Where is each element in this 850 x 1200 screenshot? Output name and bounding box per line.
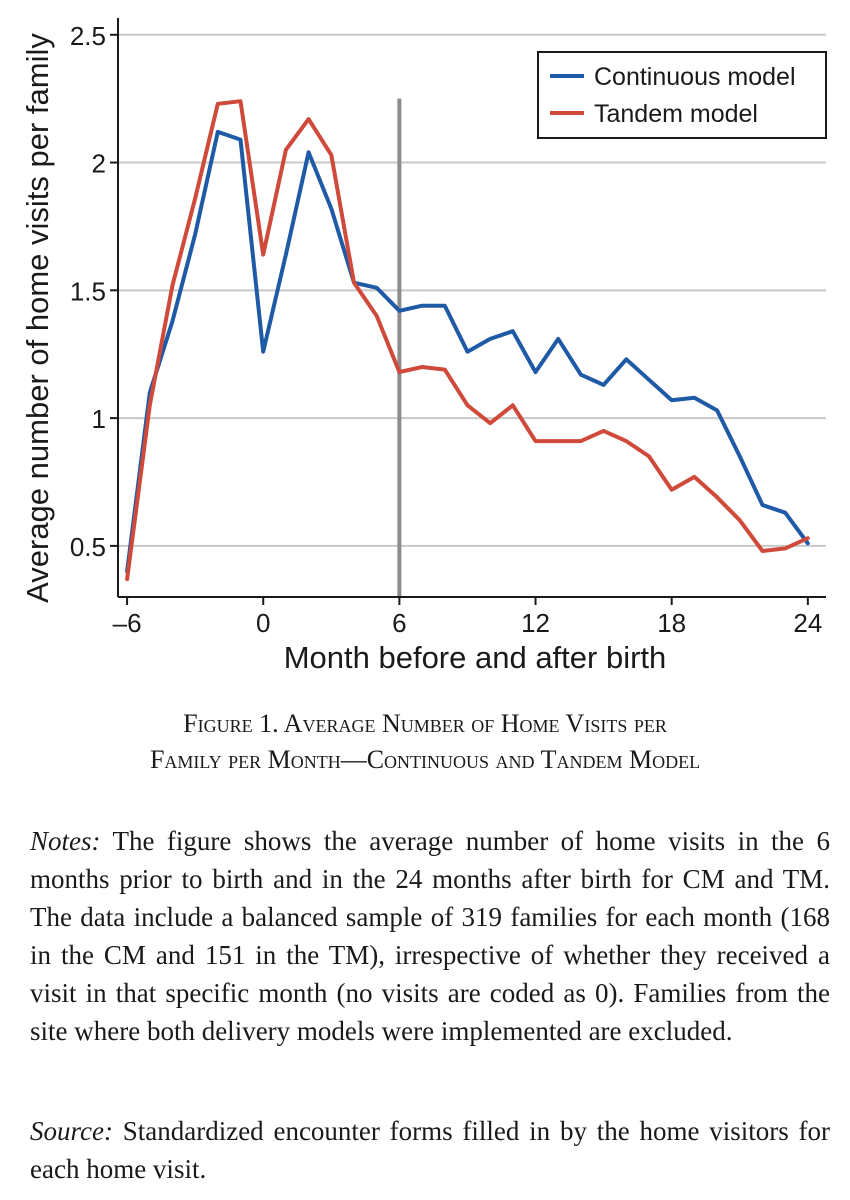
legend: Continuous model Tandem model: [537, 51, 827, 139]
line-chart: 0.5 1 1.5 2 2.5 –6 0 6 12 18 24 Month before and a…: [20, 18, 827, 675]
source-lead: Source:: [30, 1116, 113, 1146]
x-tick-label: –6: [113, 608, 142, 638]
y-axis-label: Average number of home visits per family: [20, 33, 55, 603]
figure-notes: Notes: The figure shows the average numb…: [30, 822, 830, 1050]
series-line-continuous: [125, 129, 810, 574]
legend-box: [537, 51, 827, 139]
y-tick-label: 2.5: [70, 21, 106, 51]
y-tick-label: 2: [92, 149, 106, 179]
figure-source: Source: Standardized encounter forms fil…: [30, 1112, 830, 1188]
source-text: Standardized encounter forms filled in b…: [30, 1116, 830, 1184]
notes-lead: Notes:: [30, 826, 101, 856]
series-layer: [125, 99, 810, 582]
figure-caption: Figure 1. Average Number of Home Visits …: [30, 706, 820, 778]
x-axis-label: Month before and after birth: [284, 640, 667, 675]
caption-line-1: Figure 1. Average Number of Home Visits …: [183, 709, 667, 738]
series-line-tandem: [125, 99, 810, 582]
legend-label: Tandem model: [594, 100, 758, 128]
x-tick-label: 0: [256, 608, 270, 638]
x-tick-label: 6: [392, 608, 406, 638]
gridlines: [118, 33, 826, 547]
caption-line-2: Family per Month—Continuous and Tandem M…: [149, 745, 701, 774]
y-tick-label: 0.5: [70, 532, 106, 562]
x-tick-label: 12: [521, 608, 550, 638]
x-tick-label: 18: [657, 608, 686, 638]
x-tick-label: 24: [793, 608, 822, 638]
y-tick-label: 1: [92, 404, 106, 434]
notes-text: The figure shows the average number of h…: [30, 826, 830, 1046]
y-tick-label: 1.5: [70, 276, 106, 306]
legend-label: Continuous model: [594, 63, 796, 91]
axes: 0.5 1 1.5 2 2.5 –6 0 6 12 18 24: [70, 18, 826, 638]
